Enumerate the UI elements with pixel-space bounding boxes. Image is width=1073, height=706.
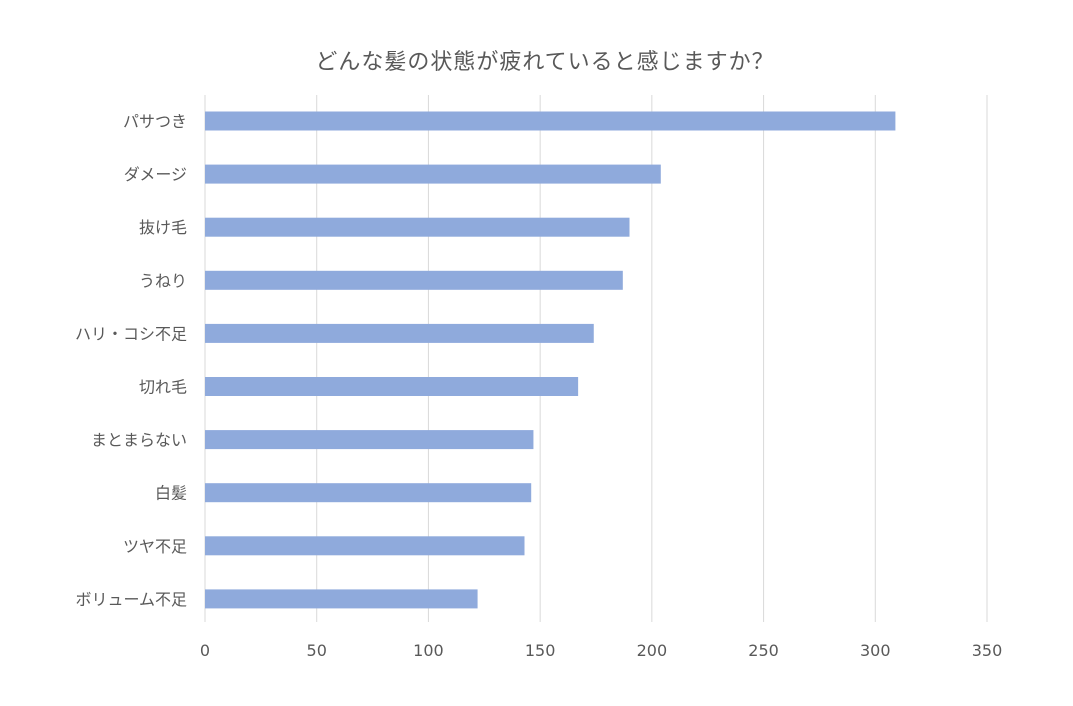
x-tick-label: 250: [748, 641, 779, 660]
x-tick-label: 0: [200, 641, 210, 660]
chart-title: どんな髪の状態が疲れていると感じますか？: [315, 50, 775, 75]
category-label: 白髪: [155, 484, 187, 503]
category-label: ボリューム不足: [75, 590, 187, 609]
category-label: 抜け毛: [139, 218, 187, 237]
x-tick-label: 200: [637, 641, 668, 660]
bar-10: [205, 589, 478, 609]
x-tick-label: 300: [860, 641, 891, 660]
x-tick-label: 150: [525, 641, 556, 660]
category-label: まとまらない: [91, 431, 187, 450]
bar-3: [205, 217, 630, 237]
bar-4: [205, 270, 623, 290]
category-label: 切れ毛: [139, 378, 187, 397]
bar-1: [205, 111, 896, 131]
category-label: ツヤ不足: [123, 537, 187, 556]
bar-6: [205, 377, 579, 396]
bar-7: [205, 430, 534, 450]
bar-2: [205, 164, 661, 184]
bar-5: [205, 323, 594, 343]
x-tick-labels: 0 50 100 150 200 250 300 350: [200, 641, 1002, 660]
x-tick-label: 100: [413, 641, 444, 660]
x-tick-label: 350: [972, 641, 1003, 660]
category-label: パサつき: [123, 112, 187, 131]
bar-9: [205, 536, 525, 556]
category-label: ハリ・コシ不足: [75, 324, 187, 343]
category-labels: パサつきダメージ抜け毛うねりハリ・コシ不足切れ毛まとまらない白髪ツヤ不足ボリュー…: [75, 112, 187, 609]
bar-8: [205, 483, 532, 503]
category-label: ダメージ: [124, 165, 187, 184]
bars: [205, 111, 896, 609]
x-tick-label: 50: [307, 641, 327, 660]
category-label: うねり: [139, 271, 187, 290]
